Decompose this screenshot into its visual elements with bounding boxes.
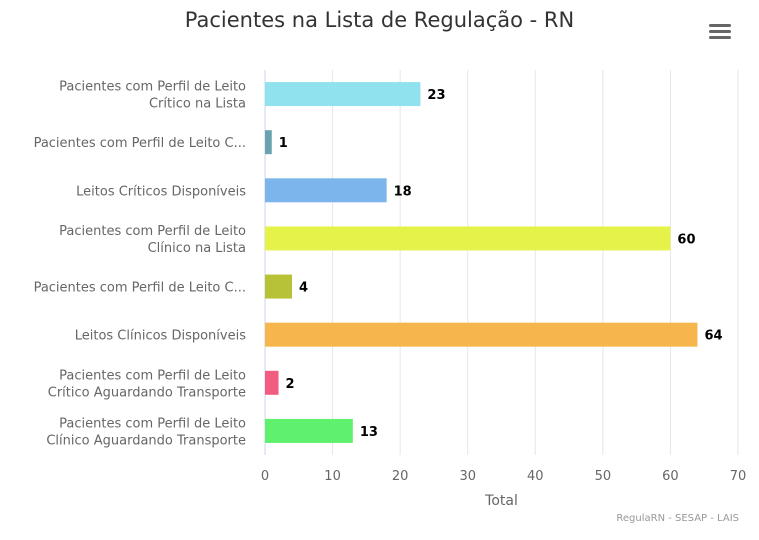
data-label: 2 bbox=[286, 377, 295, 392]
category-label: Pacientes com Perfil de Leito bbox=[59, 80, 246, 95]
chart-title: Pacientes na Lista de Regulação - RN bbox=[184, 8, 575, 32]
bar bbox=[265, 130, 272, 155]
data-label: 18 bbox=[394, 184, 412, 199]
data-label: 13 bbox=[360, 425, 378, 440]
data-label: 60 bbox=[677, 232, 695, 247]
x-tick-label: 0 bbox=[261, 469, 269, 484]
x-tick-label: 20 bbox=[392, 469, 409, 484]
x-tick-label: 30 bbox=[459, 469, 476, 484]
credits-link[interactable]: RegulaRN - SESAP - LAIS bbox=[616, 513, 739, 524]
x-axis-title: Total bbox=[484, 493, 518, 509]
bar bbox=[265, 274, 293, 299]
category-label: Leitos Clínicos Disponíveis bbox=[75, 329, 246, 344]
bar bbox=[265, 82, 421, 107]
category-label: Pacientes com Perfil de Leito bbox=[59, 368, 246, 383]
x-tick-label: 50 bbox=[595, 469, 612, 484]
category-label: Pacientes com Perfil de Leito bbox=[59, 416, 246, 431]
category-label: Crítico Aguardando Transporte bbox=[48, 385, 246, 400]
category-label: Clínico Aguardando Transporte bbox=[46, 433, 246, 448]
data-label: 64 bbox=[704, 329, 722, 344]
context-menu-button[interactable] bbox=[707, 20, 733, 42]
bar bbox=[265, 322, 698, 347]
hamburger-menu-icon bbox=[709, 24, 731, 27]
bar bbox=[265, 178, 387, 203]
x-tick-label: 10 bbox=[324, 469, 341, 484]
hamburger-menu-icon-bar bbox=[709, 36, 731, 39]
bar bbox=[265, 418, 353, 443]
category-label: Pacientes com Perfil de Leito C... bbox=[34, 281, 246, 296]
x-tick-label: 70 bbox=[730, 469, 747, 484]
data-label: 1 bbox=[279, 136, 288, 151]
x-tick-label: 60 bbox=[662, 469, 679, 484]
data-label: 23 bbox=[427, 88, 445, 103]
x-tick-label: 40 bbox=[527, 469, 544, 484]
data-label: 4 bbox=[299, 281, 308, 296]
hamburger-menu-icon-bar bbox=[709, 30, 731, 33]
bar bbox=[265, 370, 279, 395]
category-label: Pacientes com Perfil de Leito bbox=[59, 224, 246, 239]
category-label: Crítico na Lista bbox=[149, 97, 246, 112]
category-label: Clínico na Lista bbox=[148, 241, 246, 256]
category-label: Pacientes com Perfil de Leito C... bbox=[34, 136, 246, 151]
bar bbox=[265, 226, 671, 251]
category-label: Leitos Críticos Disponíveis bbox=[76, 184, 246, 199]
